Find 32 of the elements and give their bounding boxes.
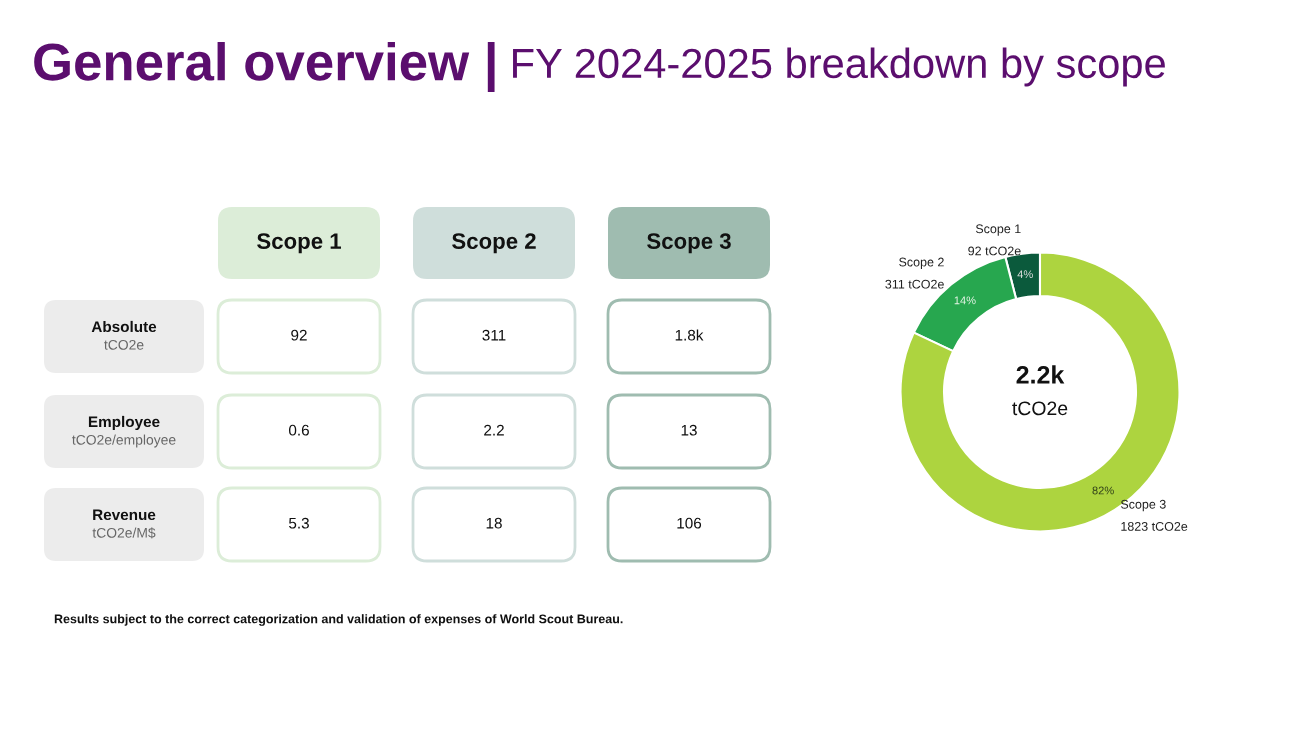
category-label: tCO2e/M$ bbox=[92, 527, 156, 539]
data-label: 82% bbox=[1092, 486, 1114, 495]
text: 92 bbox=[291, 329, 307, 341]
text: 2.2k bbox=[1016, 365, 1065, 384]
category-label: Scope 2 bbox=[452, 233, 536, 254]
slice-label: Scope 3 bbox=[1120, 499, 1166, 512]
text: FY 2024-2025 breakdown by scope bbox=[513, 47, 1165, 87]
text: General overview | bbox=[34, 42, 495, 92]
category-label: Scope 1 bbox=[257, 233, 341, 254]
text: 1.8k bbox=[675, 329, 704, 341]
category-label: Revenue bbox=[93, 509, 156, 521]
data-label: 4% bbox=[1017, 270, 1033, 279]
text: 106 bbox=[677, 517, 702, 529]
text: 1823 tCO2e bbox=[1121, 521, 1188, 531]
slice-label: Scope 1 bbox=[975, 224, 1021, 236]
text: Results subject to the correct categorization and validation of expenses of World Scout Bureau. bbox=[54, 614, 623, 626]
text: 5.3 bbox=[288, 517, 309, 529]
category-label: tCO2e/employee bbox=[72, 434, 176, 448]
text: 311 tCO2e bbox=[885, 279, 944, 289]
text: 311 bbox=[482, 329, 506, 341]
text: 18 bbox=[486, 517, 502, 529]
category-label: Employee bbox=[88, 415, 160, 431]
text: 13 bbox=[681, 424, 697, 436]
text: 0.6 bbox=[288, 424, 309, 436]
data-label: 14% bbox=[954, 296, 976, 305]
category-label: Absolute bbox=[91, 320, 157, 333]
category-label: Scope 3 bbox=[647, 233, 731, 254]
text: 92 tCO2e bbox=[968, 246, 1021, 256]
slice-label: Scope 2 bbox=[899, 257, 944, 269]
text: tCO2e bbox=[1012, 401, 1068, 416]
text: 2.2 bbox=[484, 424, 504, 436]
category-label: tCO2e bbox=[104, 339, 144, 350]
